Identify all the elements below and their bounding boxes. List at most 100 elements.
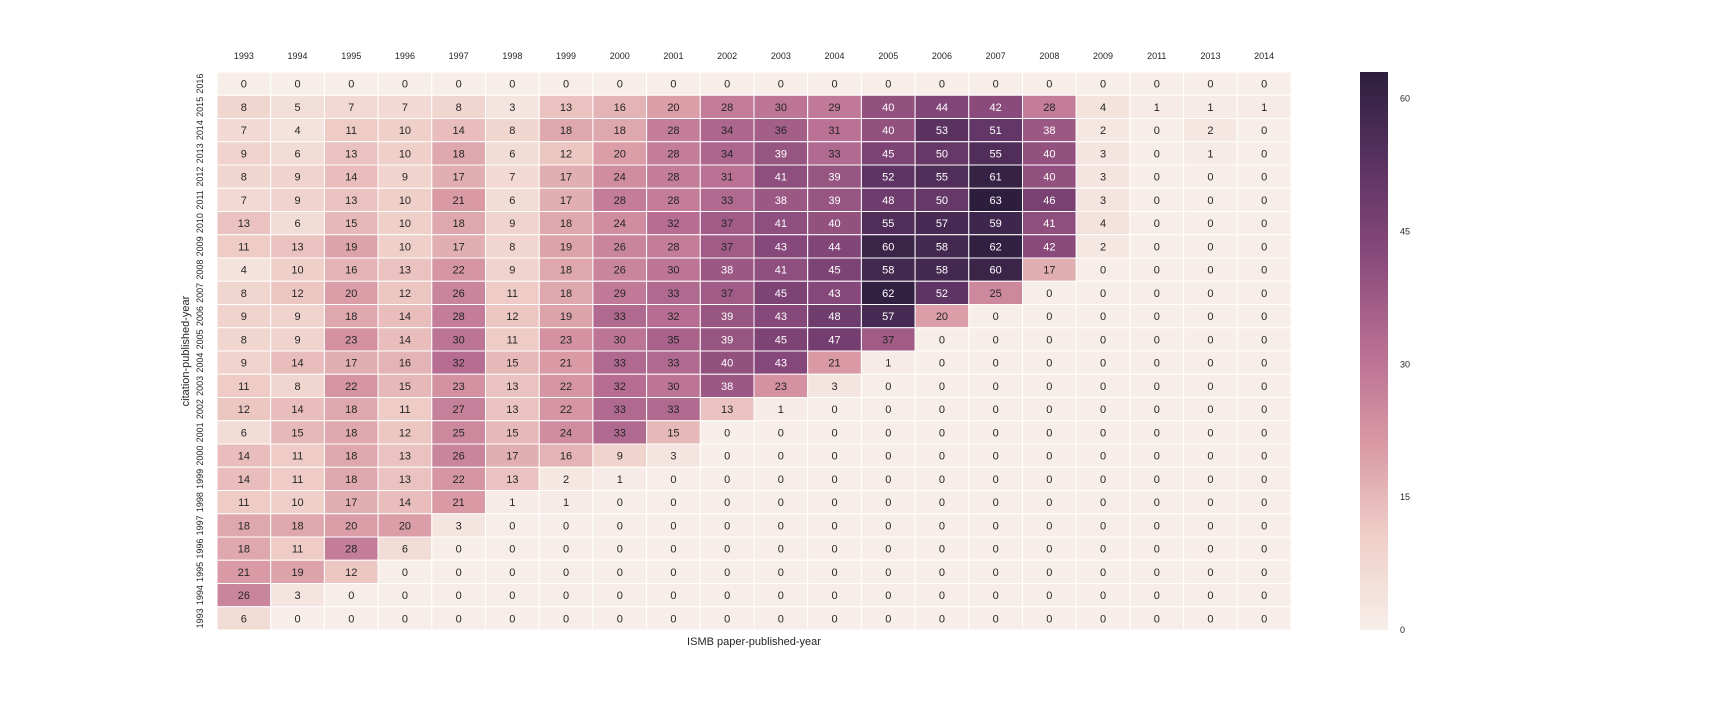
cell-value-label: 0 [1046,590,1052,602]
cell-value-label: 0 [1046,567,1052,579]
cell-value-label: 0 [993,311,999,323]
cell-value-label: 0 [993,358,999,370]
cell-value-label: 0 [1261,172,1267,184]
x-tick-label: 2007 [986,51,1006,61]
cell-value-label: 21 [453,195,465,207]
colorbar-tick-label: 15 [1400,492,1410,502]
cell-value-label: 4 [241,265,247,277]
cell-value-label: 0 [939,590,945,602]
cell-value-label: 3 [1100,148,1106,160]
cell-value-label: 15 [345,218,357,230]
cell-value-label: 5 [294,102,300,114]
cell-value-label: 39 [721,311,733,323]
cell-value-label: 0 [939,567,945,579]
cell-value-label: 0 [1207,79,1213,91]
cell-value-label: 61 [990,172,1002,184]
cell-value-label: 45 [775,288,787,300]
cell-value-label: 0 [993,334,999,346]
cell-value-label: 16 [614,102,626,114]
cell-value-label: 15 [506,358,518,370]
cell-value-label: 0 [1207,544,1213,556]
cell-value-label: 16 [345,265,357,277]
cell-value-label: 1 [1207,148,1213,160]
cell-value-label: 0 [939,427,945,439]
cell-value-label: 10 [291,497,303,509]
cell-value-label: 0 [1154,427,1160,439]
cell-value-label: 30 [667,265,679,277]
cell-value-label: 0 [778,520,784,532]
cell-value-label: 10 [291,265,303,277]
cell-value-label: 3 [456,520,462,532]
cell-value-label: 36 [775,125,787,137]
cell-value-label: 25 [990,288,1002,300]
y-tick-label: 2000 [195,446,205,466]
cell-value-label: 45 [828,265,840,277]
cell-value-label: 40 [882,102,894,114]
cell-value-label: 39 [775,148,787,160]
cell-value-label: 28 [1043,102,1055,114]
x-tick-label: 2009 [1093,51,1113,61]
cell-value-label: 0 [1046,334,1052,346]
cell-value-label: 34 [721,125,733,137]
cell-value-label: 0 [1100,520,1106,532]
cell-value-label: 6 [509,148,515,160]
cell-value-label: 0 [939,497,945,509]
cell-value-label: 26 [238,590,250,602]
cell-value-label: 14 [345,172,357,184]
cell-value-label: 11 [507,334,518,346]
y-tick-label: 2003 [195,376,205,396]
cell-value-label: 9 [509,265,515,277]
cell-value-label: 0 [778,427,784,439]
cell-value-label: 0 [1100,265,1106,277]
cell-value-label: 6 [241,613,247,625]
cell-value-label: 0 [509,544,515,556]
x-tick-label: 2014 [1254,51,1274,61]
cell-value-label: 0 [939,451,945,463]
cell-value-label: 0 [1100,590,1106,602]
cell-value-label: 8 [509,125,515,137]
cell-value-label: 14 [238,474,250,486]
cell-value-label: 0 [1046,474,1052,486]
x-tick-label: 1995 [341,51,361,61]
cell-value-label: 0 [778,567,784,579]
cell-value-label: 0 [1100,358,1106,370]
x-tick-label: 2000 [610,51,630,61]
cell-value-label: 33 [614,427,626,439]
cell-value-label: 9 [241,358,247,370]
cell-value-label: 17 [345,497,357,509]
cell-value-label: 0 [885,613,891,625]
cell-value-label: 13 [345,148,357,160]
cell-value-label: 32 [667,218,679,230]
cell-value-label: 8 [456,102,462,114]
y-tick-label: 2007 [195,283,205,303]
cell-value-label: 0 [1100,334,1106,346]
cell-value-label: 33 [614,311,626,323]
cell-value-label: 0 [1154,451,1160,463]
y-tick-label: 2010 [195,213,205,233]
cell-value-label: 35 [667,334,679,346]
cell-value-label: 0 [1100,544,1106,556]
cell-value-label: 45 [882,148,894,160]
cell-value-label: 0 [1207,195,1213,207]
x-tick-label: 1993 [234,51,254,61]
cell-value-label: 0 [885,590,891,602]
cell-value-label: 0 [617,567,623,579]
cell-value-label: 0 [724,590,730,602]
cell-value-label: 13 [560,102,572,114]
colorbar-gradient [1360,72,1388,630]
cell-value-label: 0 [1046,544,1052,556]
cell-value-label: 0 [1100,79,1106,91]
cell-value-label: 37 [882,334,894,346]
cell-value-label: 3 [509,102,515,114]
cell-value-label: 0 [563,79,569,91]
x-tick-label: 2008 [1039,51,1059,61]
cell-value-label: 0 [1261,520,1267,532]
cell-value-label: 0 [1154,148,1160,160]
cell-value-label: 0 [1046,613,1052,625]
cell-value-label: 0 [1100,288,1106,300]
cell-value-label: 41 [1043,218,1055,230]
cell-value-label: 0 [831,520,837,532]
cell-value-label: 18 [238,544,250,556]
cell-value-label: 0 [831,427,837,439]
